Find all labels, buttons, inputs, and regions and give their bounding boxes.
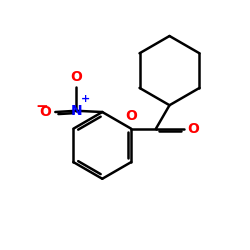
Text: N: N bbox=[70, 104, 82, 118]
Text: O: O bbox=[187, 122, 199, 136]
Text: O: O bbox=[125, 109, 137, 123]
Text: O: O bbox=[70, 70, 82, 84]
Text: +: + bbox=[81, 94, 90, 104]
Text: −: − bbox=[35, 99, 48, 114]
Text: O: O bbox=[39, 105, 51, 119]
